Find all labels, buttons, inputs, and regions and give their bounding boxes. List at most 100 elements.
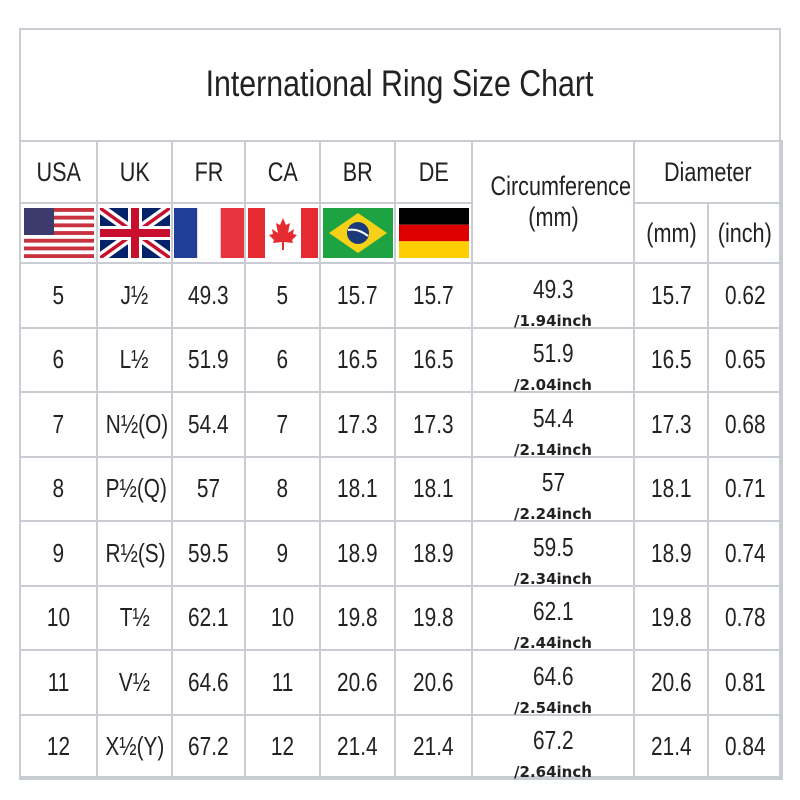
cell-ca: 8 (244, 455, 321, 522)
cell-circ: 59.5/2.34inch (471, 520, 635, 588)
cell-uk: L½ (96, 326, 173, 393)
cell-dia-mm: 21.4 (633, 713, 709, 780)
cell-de: 21.4 (394, 713, 473, 780)
cell-circ: 54.4/2.14inch (471, 391, 635, 459)
cell-circ: 49.3/1.94inch (471, 262, 635, 330)
cell-ca: 6 (244, 326, 321, 393)
cell-de: 18.1 (394, 455, 473, 522)
cell-dia-mm: 15.7 (633, 262, 709, 329)
cell-br: 17.3 (319, 391, 396, 458)
cell-uk: X½(Y) (96, 713, 173, 780)
cell-de: 19.8 (394, 584, 473, 651)
table-row: 6 L½ 51.9 6 16.5 16.5 51.9/2.04inch 16.5 0.65 (19, 326, 783, 394)
cell-dia-mm: 17.3 (633, 391, 709, 458)
table-row: 9 R½(S) 59.5 9 18.9 18.9 59.5/2.34inch 18.9 0.74 (19, 520, 783, 588)
cell-usa: 9 (19, 520, 98, 587)
cell-dia-inch: 0.78 (707, 584, 783, 651)
header-uk: UK (96, 140, 173, 204)
table-row: 7 N½(O) 54.4 7 17.3 17.3 54.4/2.14inch 17.3 0.68 (19, 391, 783, 459)
cell-uk: N½(O) (96, 391, 173, 458)
cell-usa: 10 (19, 584, 98, 651)
cell-dia-mm: 19.8 (633, 584, 709, 651)
cell-fr: 59.5 (171, 520, 246, 587)
cell-dia-inch: 0.71 (707, 455, 783, 522)
cell-de: 18.9 (394, 520, 473, 587)
circumference-inch: /2.34inch (514, 569, 592, 588)
table-row: 11 V½ 64.6 11 20.6 20.6 64.6/2.54inch 20.6 0.81 (19, 649, 783, 717)
header-fr: FR (171, 140, 246, 204)
germany-flag-icon (394, 202, 473, 264)
cell-dia-inch: 0.62 (707, 262, 783, 329)
cell-ca: 11 (244, 649, 321, 716)
header-diameter-inch: (inch) (707, 202, 783, 264)
circumference-inch: /1.94inch (514, 311, 592, 330)
us-flag-icon (19, 202, 98, 264)
cell-br: 19.8 (319, 584, 396, 651)
cell-de: 20.6 (394, 649, 473, 716)
cell-circ: 51.9/2.04inch (471, 326, 635, 394)
table-row: 5 J½ 49.3 5 15.7 15.7 49.3/1.94inch 15.7 0.62 (19, 262, 783, 330)
cell-ca: 12 (244, 713, 321, 780)
circumference-inch: /2.14inch (514, 440, 592, 459)
cell-fr: 49.3 (171, 262, 246, 329)
cell-usa: 5 (19, 262, 98, 329)
cell-usa: 7 (19, 391, 98, 458)
uk-flag-icon (96, 202, 173, 264)
cell-usa: 12 (19, 713, 98, 780)
cell-uk: V½ (96, 649, 173, 716)
brazil-flag-icon (319, 202, 396, 264)
cell-fr: 57 (171, 455, 246, 522)
cell-fr: 62.1 (171, 584, 246, 651)
cell-dia-inch: 0.84 (707, 713, 783, 780)
cell-fr: 54.4 (171, 391, 246, 458)
circumference-inch: /2.54inch (514, 698, 592, 717)
cell-dia-mm: 16.5 (633, 326, 709, 393)
cell-uk: P½(Q) (96, 455, 173, 522)
chart-title: International Ring Size Chart (206, 63, 594, 104)
cell-dia-mm: 18.1 (633, 455, 709, 522)
cell-uk: R½(S) (96, 520, 173, 587)
cell-br: 18.1 (319, 455, 396, 522)
cell-br: 21.4 (319, 713, 396, 780)
cell-usa: 8 (19, 455, 98, 522)
circumference-inch: /2.44inch (514, 634, 592, 652)
cell-uk: J½ (96, 262, 173, 329)
circumference-inch: /2.04inch (514, 376, 592, 394)
cell-dia-inch: 0.65 (707, 326, 783, 393)
header-circumference: Circumference (mm) (471, 140, 635, 264)
canada-flag-icon (244, 202, 321, 264)
cell-br: 15.7 (319, 262, 396, 329)
cell-fr: 67.2 (171, 713, 246, 780)
cell-dia-inch: 0.74 (707, 520, 783, 587)
cell-circ: 64.6/2.54inch (471, 649, 635, 717)
header-diameter: Diameter (633, 140, 783, 204)
cell-fr: 51.9 (171, 326, 246, 393)
cell-ca: 5 (244, 262, 321, 329)
circumference-inch: /2.64inch (514, 763, 592, 781)
france-flag-icon (171, 202, 246, 264)
cell-ca: 9 (244, 520, 321, 587)
cell-ca: 7 (244, 391, 321, 458)
cell-dia-inch: 0.81 (707, 649, 783, 716)
cell-circ: 62.1/2.44inch (471, 584, 635, 652)
cell-circ: 67.2/2.64inch (471, 713, 635, 781)
cell-circ: 57/2.24inch (471, 455, 635, 523)
table-row: 8 P½(Q) 57 8 18.1 18.1 57/2.24inch 18.1 0.71 (19, 455, 783, 523)
header-diameter-mm: (mm) (633, 202, 709, 264)
header-ca: CA (244, 140, 321, 204)
header-de: DE (394, 140, 473, 204)
cell-dia-mm: 20.6 (633, 649, 709, 716)
ring-size-table: USA UK FR CA BR DE Circumference (mm) Dia… (19, 140, 783, 781)
cell-de: 16.5 (394, 326, 473, 393)
cell-de: 17.3 (394, 391, 473, 458)
cell-fr: 64.6 (171, 649, 246, 716)
cell-usa: 6 (19, 326, 98, 393)
cell-de: 15.7 (394, 262, 473, 329)
table-row: 10 T½ 62.1 10 19.8 19.8 62.1/2.44inch 19.8 0.78 (19, 584, 783, 652)
header-br: BR (319, 140, 396, 204)
cell-br: 20.6 (319, 649, 396, 716)
cell-uk: T½ (96, 584, 173, 651)
table-row: 12 X½(Y) 67.2 12 21.4 21.4 67.2/2.64inch 21.4 0.… (19, 713, 783, 781)
cell-usa: 11 (19, 649, 98, 716)
cell-ca: 10 (244, 584, 321, 651)
